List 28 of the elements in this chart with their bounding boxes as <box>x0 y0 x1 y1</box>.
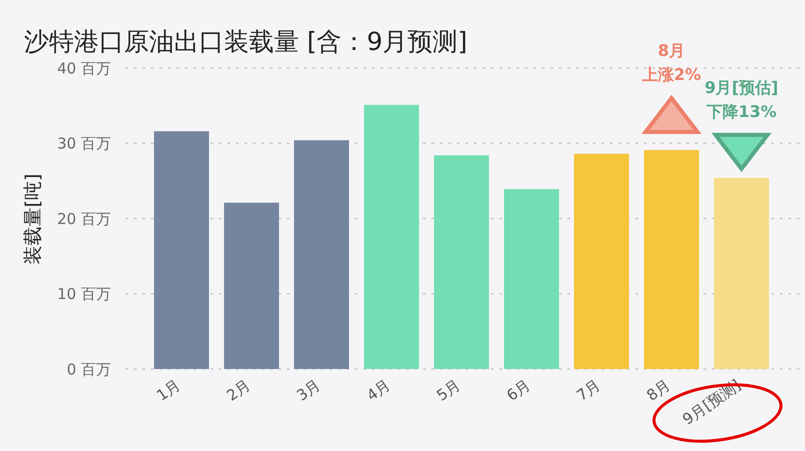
x-tick-label: 2月 <box>223 376 254 405</box>
x-tick-label: 7月 <box>573 376 604 405</box>
y-tick-label: 20 百万 <box>57 210 111 228</box>
y-axis-title: 装载量[吨] <box>22 174 44 264</box>
bar <box>364 104 419 369</box>
bar <box>714 178 769 369</box>
bar <box>294 140 349 369</box>
y-tick-label: 40 百万 <box>57 59 111 78</box>
x-tick-label: 3月 <box>293 376 324 405</box>
annotation: 上涨2% <box>640 65 702 84</box>
x-tick-label: 4月 <box>363 376 394 405</box>
bar <box>574 154 629 369</box>
bar <box>504 189 559 369</box>
bar <box>644 150 699 369</box>
y-tick-label: 0 百万 <box>66 360 111 378</box>
y-tick-label: 30 百万 <box>57 134 111 152</box>
bar <box>224 202 279 369</box>
text: 8月 <box>658 41 686 60</box>
chart-title: 沙特港口原油出口装载量 [含：9月预测] <box>24 27 468 56</box>
bar <box>434 155 489 369</box>
x-tick-label: 1月 <box>153 376 184 405</box>
y-tick-label: 10 百万 <box>57 285 111 303</box>
annotation: 下降13% <box>705 102 777 121</box>
bar <box>154 131 209 369</box>
x-tick-label: 5月 <box>433 376 464 405</box>
x-tick-label: 6月 <box>503 376 534 405</box>
x-tick-label: 8月 <box>643 376 674 405</box>
annotation: 9月[预估] <box>704 78 778 97</box>
